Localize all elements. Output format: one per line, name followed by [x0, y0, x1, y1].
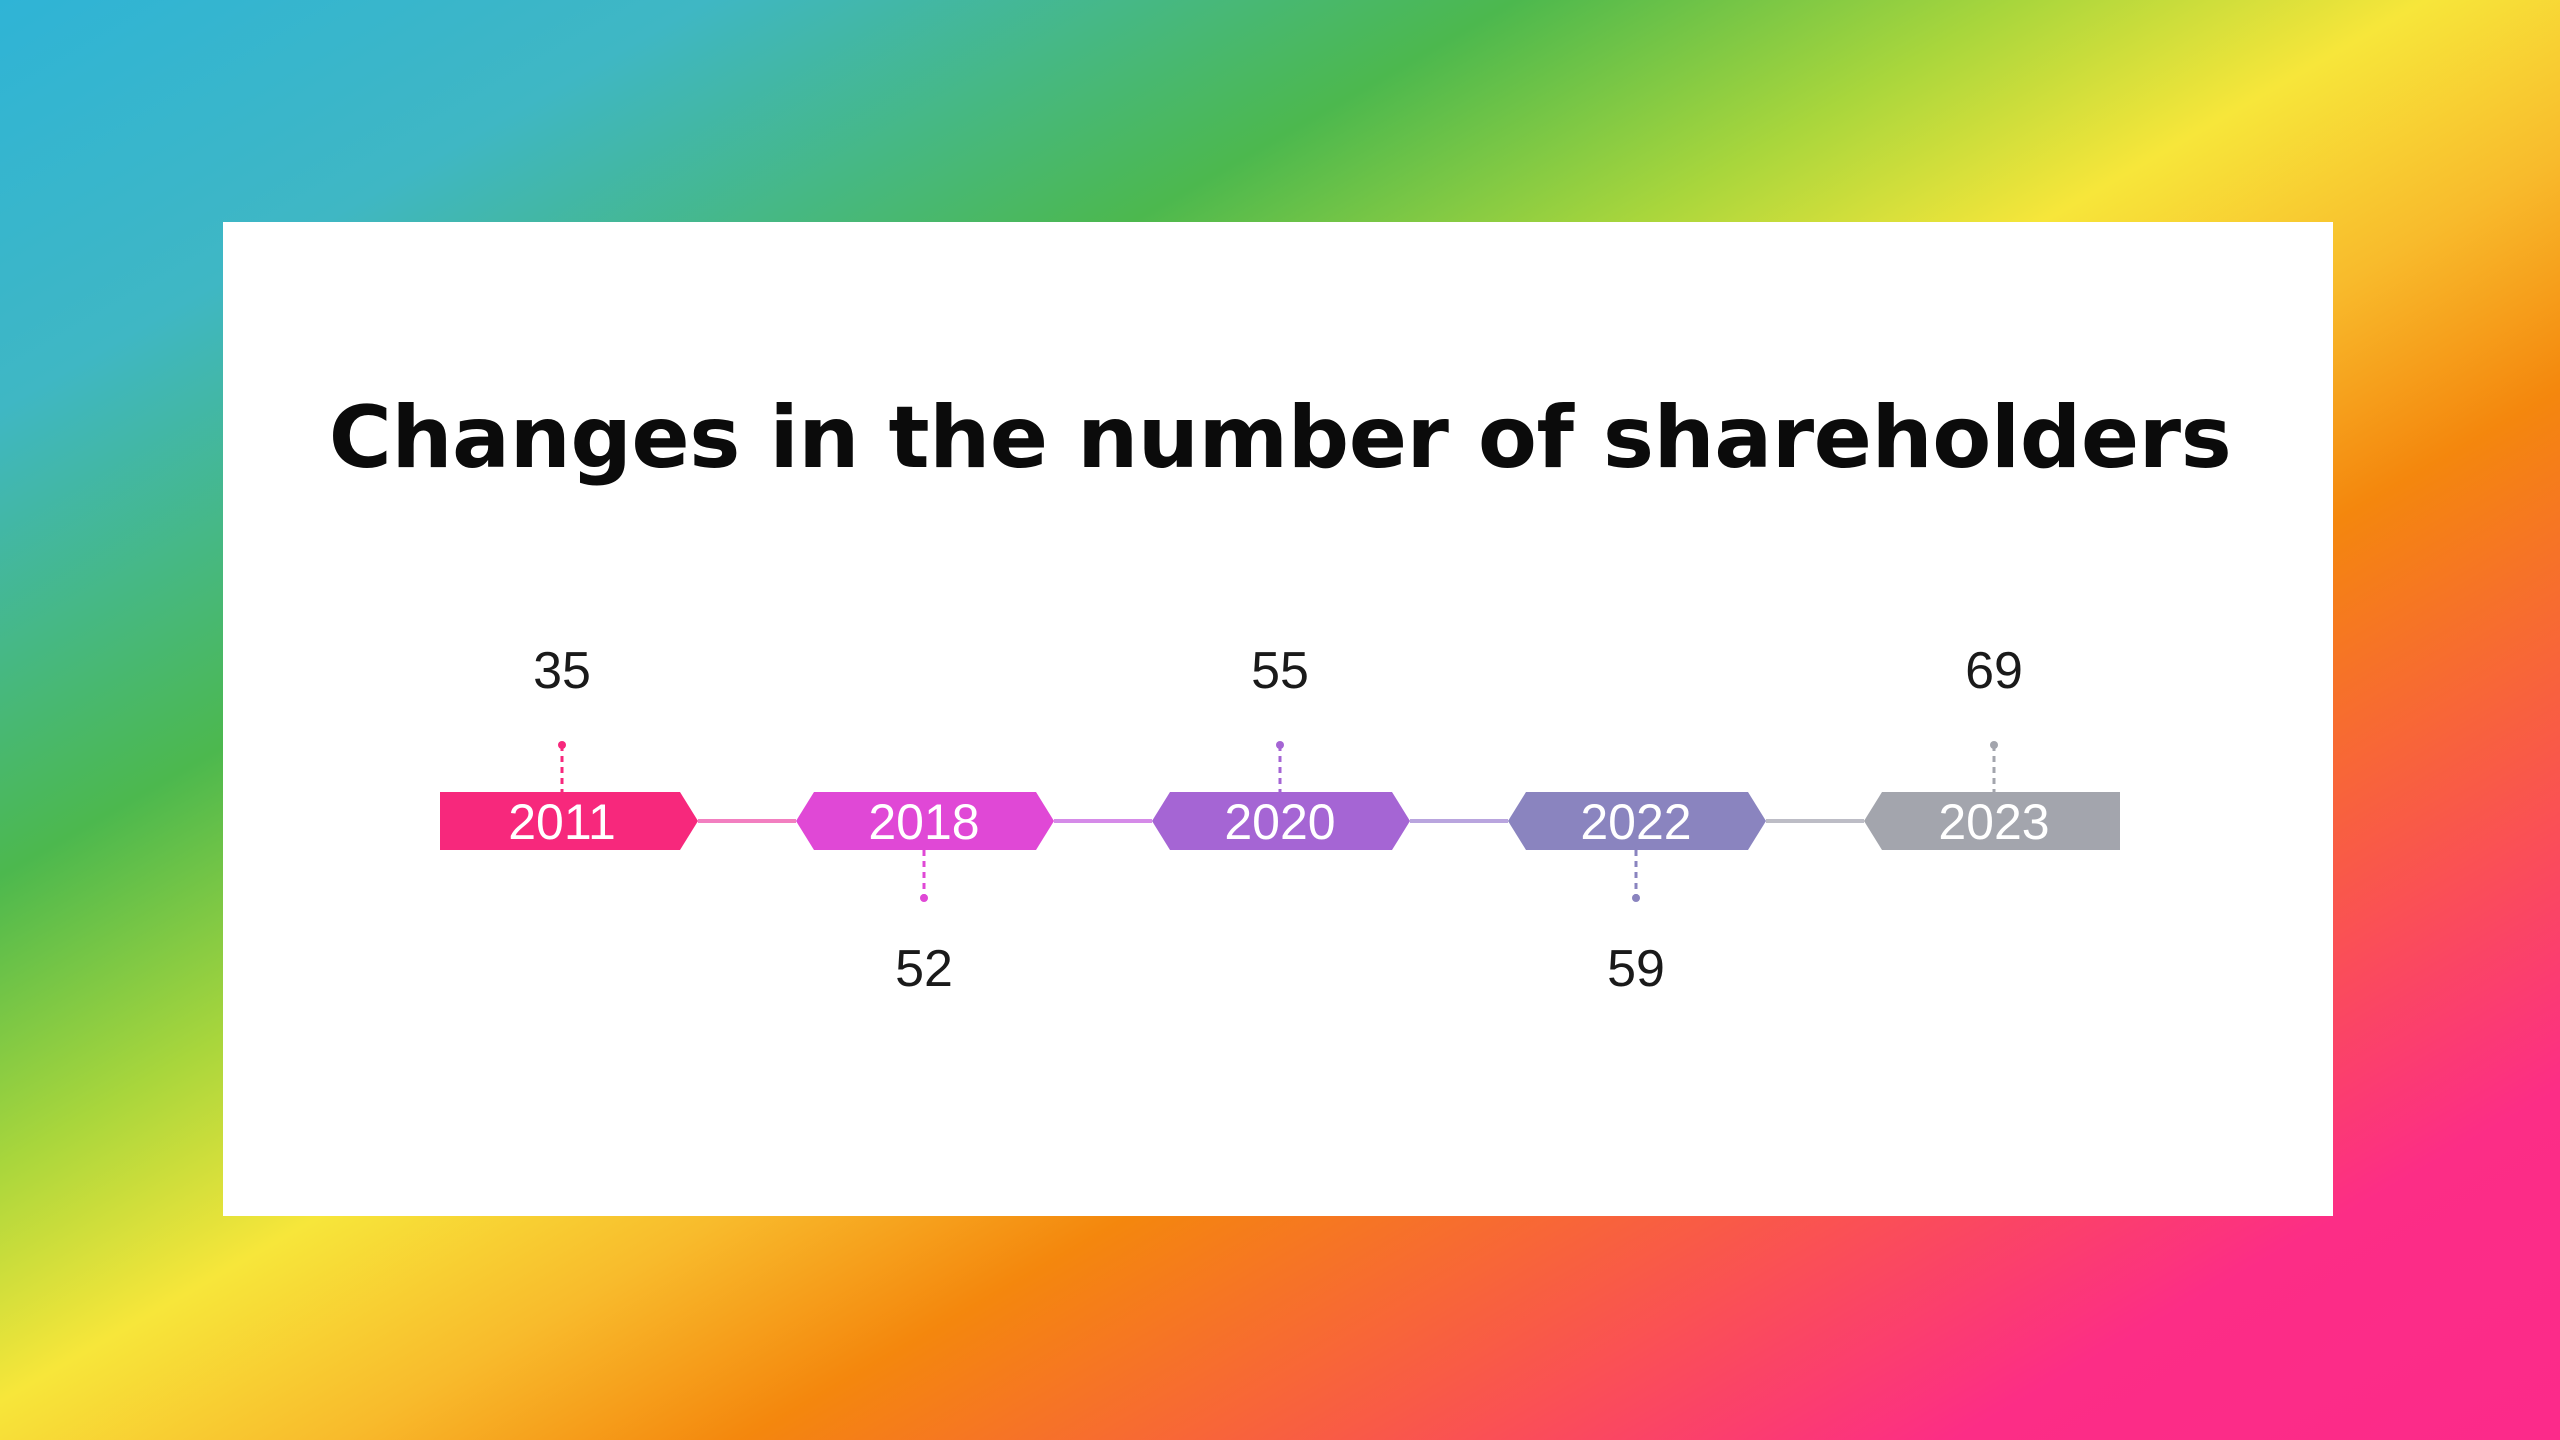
value-stem-dot	[558, 741, 566, 749]
year-label: 2018	[868, 794, 979, 850]
slide-card	[223, 222, 2333, 1216]
shareholder-count-2018: 52	[895, 940, 953, 998]
value-stem-dot	[920, 894, 928, 902]
year-badge-2011	[440, 792, 698, 850]
shareholder-count-2020: 55	[1251, 642, 1309, 700]
year-badge-2022	[1508, 792, 1766, 850]
year-badge-2023	[1864, 792, 2120, 850]
year-badge-2018	[796, 792, 1054, 850]
year-badge-2020	[1152, 792, 1410, 850]
year-label: 2011	[508, 794, 616, 850]
shareholder-count-2011: 35	[533, 642, 591, 700]
value-stem-dot	[1632, 894, 1640, 902]
value-stem-dot	[1276, 741, 1284, 749]
shareholder-count-2023: 69	[1965, 642, 2023, 700]
shareholder-count-2022: 59	[1607, 940, 1665, 998]
year-label: 2023	[1938, 794, 2049, 850]
slide-title: Changes in the number of shareholders	[328, 388, 2232, 488]
year-label: 2022	[1580, 794, 1691, 850]
value-stem-dot	[1990, 741, 1998, 749]
year-label: 2020	[1224, 794, 1335, 850]
